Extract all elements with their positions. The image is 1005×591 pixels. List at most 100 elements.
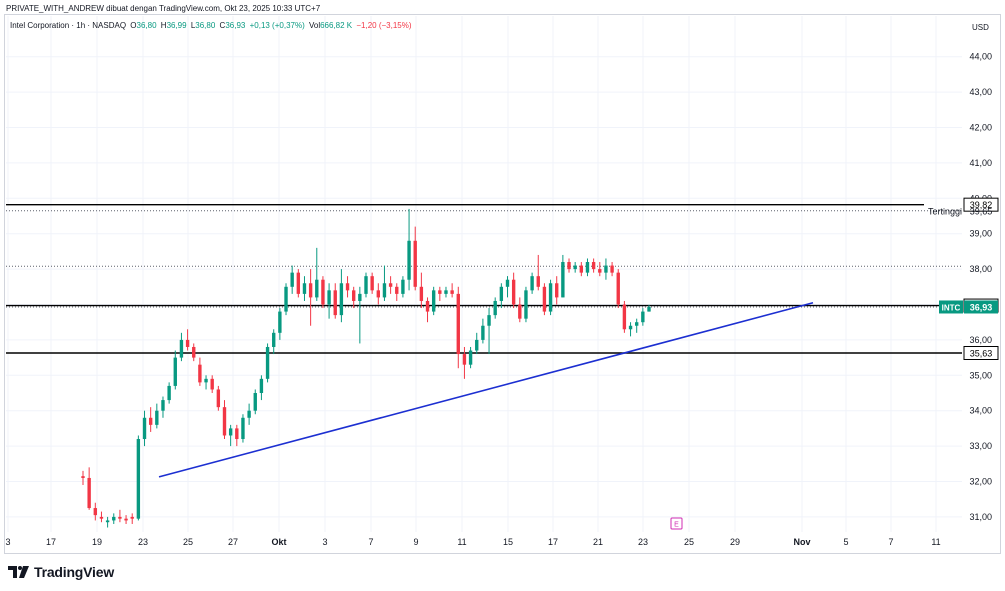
candle-body (481, 325, 485, 340)
x-tick-label: 11 (457, 537, 466, 547)
currency-label[interactable]: USD (972, 23, 989, 32)
candle-body (272, 332, 276, 347)
candle-body (155, 410, 159, 425)
candle-body (315, 279, 319, 298)
candle-body (413, 240, 417, 287)
volume-change: −1,20 (−3,15%) (356, 21, 412, 30)
candle-body (185, 339, 190, 347)
x-tick-label: 3 (5, 537, 10, 547)
candle-body (204, 378, 208, 383)
candle-body (105, 520, 110, 523)
low-label: L (190, 21, 196, 30)
y-tick-label: 31,00 (969, 512, 992, 522)
candle-body (395, 286, 399, 294)
candle-body (388, 283, 393, 287)
candle-body (610, 265, 614, 273)
x-tick-label: 23 (138, 537, 148, 547)
candle-body (524, 290, 528, 319)
candle-body (505, 279, 510, 287)
candle-body (462, 354, 467, 365)
candle-body (647, 306, 651, 312)
y-tick-label: 32,00 (969, 477, 992, 487)
candle-body (136, 439, 141, 519)
candle-body (253, 393, 257, 411)
candle-body (321, 279, 325, 305)
y-tick-label: 38,00 (969, 264, 992, 274)
candle-body (555, 283, 559, 298)
x-tick-label: 15 (503, 537, 513, 547)
high-label: H (160, 21, 167, 30)
candle-body (192, 346, 196, 358)
candle-body (561, 262, 565, 298)
symbol-title[interactable]: Intel Corporation · 1h · NASDAQ (10, 21, 127, 30)
x-tick-label: 21 (593, 537, 603, 547)
candle-body (376, 290, 380, 298)
trendline (158, 301, 814, 478)
x-tick-label: 9 (413, 537, 418, 547)
high-value: 36,99 (166, 21, 187, 30)
candle-body (382, 283, 387, 298)
candle-body (327, 290, 331, 305)
candle-body (511, 279, 516, 305)
symbol-tag (939, 300, 963, 314)
symbol-legend: Intel Corporation · 1h · NASDAQ O36,80 H… (10, 21, 414, 30)
earnings-event-label: E (674, 522, 679, 529)
candle-body (179, 339, 184, 358)
candle-body (542, 286, 547, 312)
candle-body (370, 276, 374, 291)
candle-body (308, 283, 313, 298)
tradingview-logo[interactable]: TradingView (8, 564, 114, 580)
candle-body (235, 428, 239, 440)
price-tag (963, 197, 999, 212)
volume-value: 666,82 K (320, 21, 353, 30)
last-price-tag (964, 300, 998, 314)
candle-body (130, 516, 134, 519)
candle-body (198, 364, 202, 383)
candle-body (259, 378, 264, 393)
candle-body (604, 265, 608, 273)
candle-body (438, 290, 442, 294)
y-tick-label: 33,00 (969, 441, 992, 451)
open-label: O (130, 21, 137, 30)
y-tick-label: 43,00 (969, 87, 992, 97)
candle-body (585, 262, 590, 273)
candle-body (290, 272, 294, 287)
candle-body (364, 276, 368, 294)
x-tick-label: 19 (92, 537, 102, 547)
volume-label: Vol (308, 21, 321, 30)
candle-body (573, 265, 577, 270)
x-tick-label: 5 (843, 537, 848, 547)
candle-body (333, 290, 337, 316)
x-tick-label: 7 (888, 537, 893, 547)
y-tick-label: 36,00 (969, 335, 992, 345)
price-tag-label: 35,63 (970, 348, 993, 358)
candle-body (499, 286, 504, 301)
high-caption: Tertinggi (928, 207, 962, 217)
candle-body (339, 283, 344, 316)
y-tick-label: 34,00 (969, 406, 992, 416)
candle-body (444, 290, 448, 294)
x-tick-label: 23 (638, 537, 648, 547)
candle-body (142, 417, 147, 440)
candle-body (87, 477, 91, 509)
candle-body (518, 304, 522, 319)
candle-body (591, 262, 596, 270)
candle-body (173, 357, 177, 386)
candle-body (475, 339, 479, 351)
y-tick-label: 39,00 (969, 229, 992, 239)
close-value: 36,93 (225, 21, 246, 30)
candle-body (265, 346, 270, 379)
candle-body (598, 269, 602, 273)
candle-body (296, 272, 301, 294)
x-tick-label: Nov (793, 537, 810, 547)
candle-body (536, 276, 540, 287)
x-tick-label: 27 (228, 537, 238, 547)
x-tick-label: 29 (730, 537, 740, 547)
y-tick-label: 42,00 (969, 123, 992, 133)
candle-body (118, 516, 122, 519)
candle-body (468, 350, 473, 365)
chart-credit: PRIVATE_WITH_ANDREW dibuat dengan Tradin… (6, 4, 321, 13)
candle-body (302, 283, 307, 294)
price-tag-label: 39,82 (970, 200, 993, 210)
